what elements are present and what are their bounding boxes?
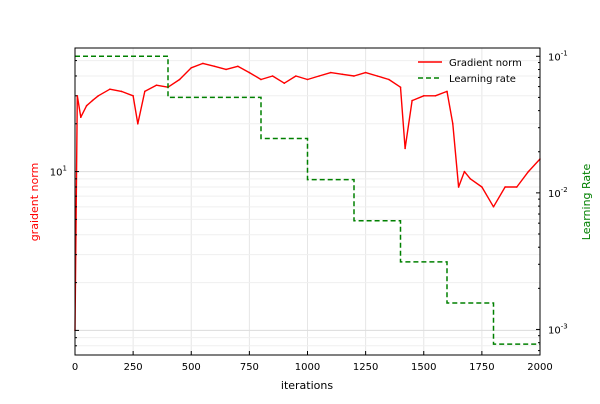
gradient-norm-point xyxy=(318,75,320,77)
gradient-norm-point xyxy=(213,65,216,68)
gradient-norm-point xyxy=(248,71,251,74)
gradient-norm-point xyxy=(434,95,437,97)
gradient-norm-point xyxy=(97,95,100,97)
x-tick-label: 2000 xyxy=(527,362,552,373)
x-tick-label: 250 xyxy=(124,362,143,373)
gradient-norm-point xyxy=(120,90,123,93)
gradient-norm-point xyxy=(306,78,309,81)
gradient-norm-point xyxy=(283,82,286,84)
gradient-norm-point xyxy=(463,170,466,173)
gradient-norm-point xyxy=(330,71,332,74)
gradient-norm-point xyxy=(492,206,495,208)
series-gradient-norm xyxy=(74,62,541,331)
gradient-norm-point xyxy=(481,186,483,188)
gradient-norm-point xyxy=(178,78,181,81)
x-tick-label: 0 xyxy=(72,362,78,373)
axes: 0 250 500 750 1000 1250 1500 1750 2000 101 10-3 10-… xyxy=(50,47,568,373)
gradient-norm-point xyxy=(341,73,344,76)
gradient-norm-point xyxy=(452,123,454,125)
y-right-tick-label: 10-2 xyxy=(548,186,568,200)
gradient-norm-point xyxy=(469,178,472,180)
x-tick-label: 1750 xyxy=(469,362,494,373)
legend-lr-label: Learning rate xyxy=(449,74,516,85)
gradient-norm-point xyxy=(404,147,406,150)
gradient-norm-point xyxy=(260,78,262,81)
gradient-norm-point xyxy=(109,88,111,90)
gradient-norm-point xyxy=(504,186,506,188)
gradient-norm-point xyxy=(411,99,413,102)
gradient-norm-point xyxy=(85,104,88,107)
gradient-norm-point xyxy=(353,75,355,77)
series-layer xyxy=(74,55,541,345)
gradient-norm-point xyxy=(423,95,425,97)
y-axis-left-label: graident norm xyxy=(28,163,41,242)
gradient-norm-point xyxy=(225,68,227,71)
gradient-norm-point xyxy=(399,86,402,88)
gradient-norm-point xyxy=(190,67,193,69)
gradient-norm-point xyxy=(364,71,367,74)
gradient-norm-point xyxy=(80,116,82,118)
x-tick-label: 1500 xyxy=(411,362,436,373)
gradient-norm-point xyxy=(237,65,239,68)
x-tick-label: 500 xyxy=(182,362,201,373)
gradient-norm-point xyxy=(457,186,460,188)
legend-gradient-label: Gradient norm xyxy=(449,58,522,69)
x-tick-label: 1250 xyxy=(353,362,378,373)
gradient-norm-point xyxy=(527,170,530,173)
gradient-norm-point xyxy=(155,84,158,86)
grid xyxy=(74,47,541,356)
x-axis-label: iterations xyxy=(281,379,333,392)
gradient-norm-point xyxy=(516,186,518,188)
x-tick-label: 1000 xyxy=(295,362,320,373)
gradient-norm-point xyxy=(376,75,379,77)
y-left-tick-label: 101 xyxy=(50,165,67,179)
gradient-norm-point xyxy=(144,90,146,93)
gradient-norm-point xyxy=(202,62,204,65)
gradient-norm-point xyxy=(91,99,94,102)
gradient-norm-point xyxy=(446,90,448,93)
gradient-norm-point xyxy=(137,123,139,125)
y-right-tick-label: 10-1 xyxy=(548,49,568,63)
x-tick-label: 750 xyxy=(240,362,259,373)
gradient-norm-point xyxy=(388,78,390,81)
gradient-norm-point xyxy=(271,75,274,77)
series-learning-rate xyxy=(75,55,540,345)
gradient-norm-point xyxy=(295,75,297,77)
y-axis-right-label: Learning Rate xyxy=(580,164,593,241)
gradient-norm-point xyxy=(132,95,134,97)
legend: Gradient norm Learning rate xyxy=(418,58,522,85)
y-right-tick-label: 10-3 xyxy=(548,322,568,336)
